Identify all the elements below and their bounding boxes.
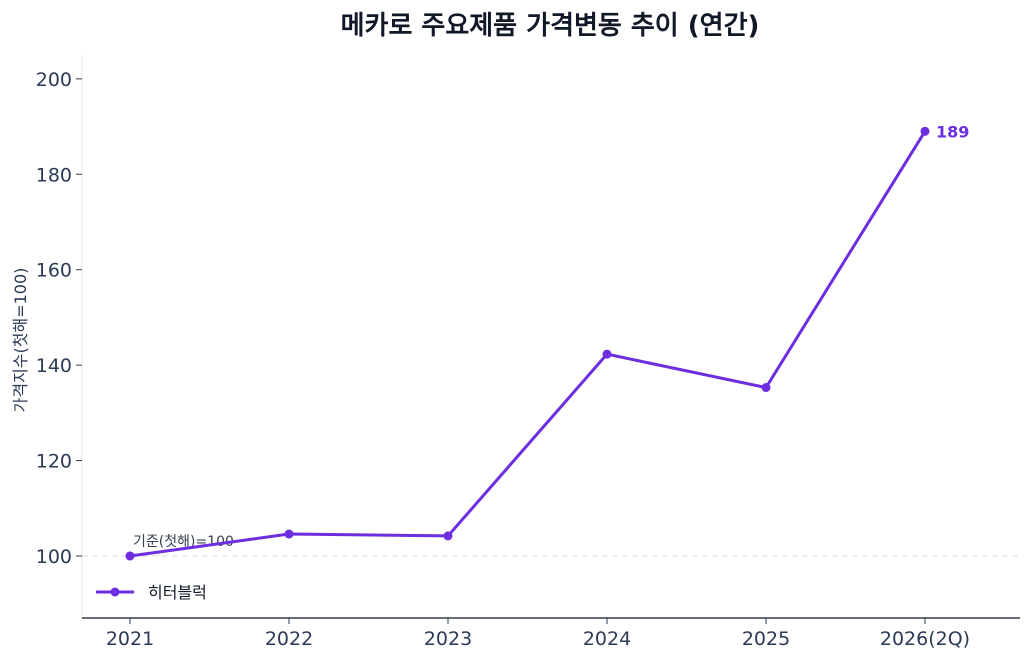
data-point: [602, 349, 612, 359]
y-tick-label: 180: [36, 164, 72, 186]
x-tick-label: 2026(2Q): [880, 628, 970, 650]
y-tick-label: 160: [36, 260, 72, 282]
x-tick-label: 2022: [265, 628, 313, 650]
legend-marker-swatch: [110, 587, 120, 597]
y-tick-label: 120: [36, 451, 72, 473]
data-point: [443, 531, 453, 541]
x-tick-label: 2021: [106, 628, 154, 650]
chart-title: 메카로 주요제품 가격변동 추이 (연간): [341, 11, 760, 41]
legend: 히터블럭: [96, 583, 207, 602]
data-point: [125, 551, 135, 561]
plot-area: 100 120 140 160 180 200 2021 2022 2023 2024 2025 20…: [36, 55, 1020, 650]
y-tick-label: 140: [36, 355, 72, 377]
x-tick-label: 2024: [583, 628, 631, 650]
end-value-label: 189: [936, 122, 969, 141]
data-point: [920, 126, 930, 136]
y-tick-label: 100: [36, 546, 72, 568]
series-line-히터블럭: [129, 130, 927, 558]
x-tick-label: 2023: [424, 628, 472, 650]
x-tick-label: 2025: [742, 628, 790, 650]
y-tick-label: 200: [36, 69, 72, 91]
y-axis-label: 가격지수(첫해=100): [11, 268, 30, 413]
data-point: [761, 383, 771, 393]
data-point: [284, 529, 294, 539]
legend-label: 히터블럭: [148, 583, 207, 602]
